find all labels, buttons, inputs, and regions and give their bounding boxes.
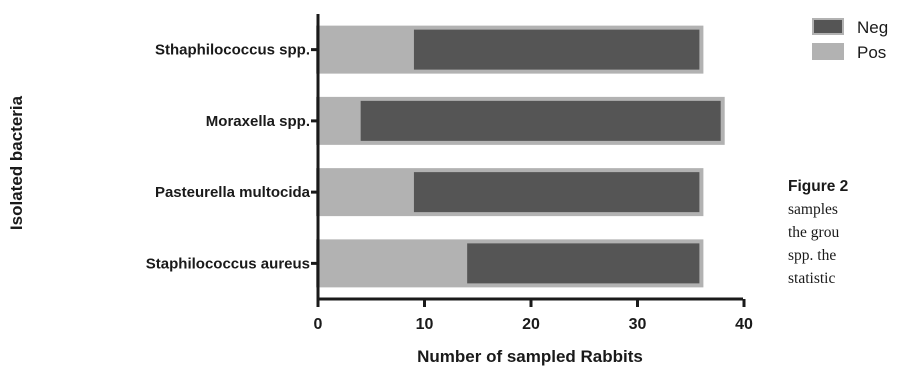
caption-line-1: Figure 2 <box>788 178 849 195</box>
caption-line-4: spp. the <box>788 247 837 264</box>
x-tick-label: 30 <box>629 316 647 333</box>
y-axis-title: Isolated bacteria <box>7 95 26 230</box>
bar-neg-2 <box>360 98 723 143</box>
x-axis-title: Number of sampled Rabbits <box>417 347 643 366</box>
x-tick-label: 40 <box>735 316 753 333</box>
y-tick-label: Moraxella spp. <box>206 113 310 130</box>
y-tick-label: Sthaphilococcus spp. <box>155 42 310 59</box>
legend-swatch-pos <box>812 43 844 60</box>
bar-pos-3 <box>318 170 414 215</box>
bar-pos-4 <box>318 241 468 286</box>
bar-neg-4 <box>467 241 702 286</box>
x-ticks: 0 10 20 30 40 <box>314 299 753 333</box>
bar-pos-1 <box>318 27 414 72</box>
bar-pos-2 <box>318 98 361 143</box>
caption-line-5: statistic <box>788 270 836 287</box>
bars-group <box>316 25 725 288</box>
legend-label-neg: Neg <box>857 18 888 37</box>
x-tick-label: 20 <box>522 316 540 333</box>
caption-line-3: the grou <box>788 224 840 241</box>
bar-neg-1 <box>413 27 702 72</box>
y-tick-label: Pasteurella multocida <box>155 184 311 201</box>
x-tick-label: 0 <box>314 316 323 333</box>
caption-line-2: samples <box>788 201 838 218</box>
legend-label-pos: Pos <box>857 43 886 62</box>
bar-neg-3 <box>413 170 702 215</box>
figure-caption: Figure 2 samples the grou spp. the stati… <box>788 175 904 290</box>
legend-swatch-neg <box>812 18 844 35</box>
y-tick-label: Staphilococcus aureus <box>146 255 310 272</box>
x-tick-label: 10 <box>416 316 434 333</box>
legend: Neg Pos <box>812 18 888 62</box>
y-ticks: Sthaphilococcus spp. Moraxella spp. Pasteu… <box>146 42 318 272</box>
